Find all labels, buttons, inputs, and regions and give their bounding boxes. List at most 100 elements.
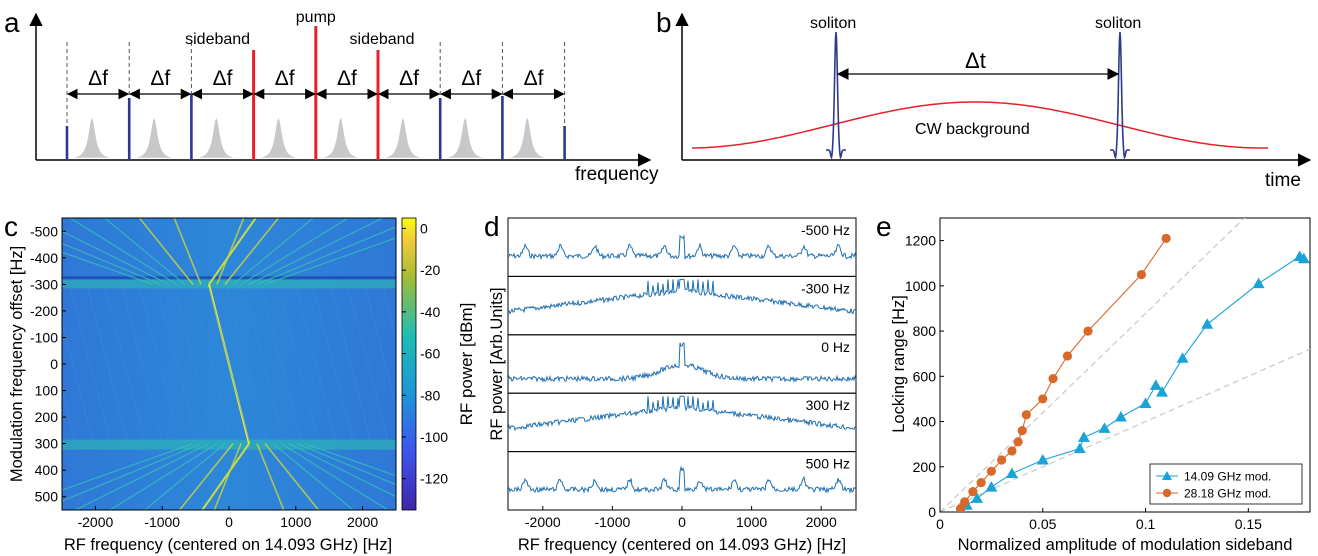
gray-resonance bbox=[447, 118, 484, 158]
sideband-label: sideband bbox=[185, 31, 250, 48]
heatmap-sideband-trace bbox=[248, 218, 383, 285]
heatmap-faint-trace bbox=[86, 286, 128, 442]
colorbar-label: RF power [dBm] bbox=[457, 303, 476, 426]
heatmap-faint-trace bbox=[69, 286, 111, 442]
heatmap-sideband-trace bbox=[138, 218, 194, 285]
heatmap-band bbox=[62, 439, 396, 450]
e-marker-triangle bbox=[985, 481, 998, 492]
gray-resonance bbox=[322, 118, 359, 158]
e-marker-circle bbox=[1013, 437, 1023, 447]
e-marker-triangle bbox=[1077, 431, 1090, 442]
heatmap-trace bbox=[207, 284, 251, 444]
heatmap-sideband-trace bbox=[272, 443, 354, 510]
heatmap-faint-trace bbox=[104, 286, 146, 442]
d-xtick-label: 2000 bbox=[806, 514, 837, 530]
c-ytick-label: -100 bbox=[30, 329, 58, 345]
e-marker-circle bbox=[1062, 351, 1073, 361]
heatmap-sideband-trace bbox=[240, 218, 349, 285]
sideband-label: sideband bbox=[350, 31, 415, 48]
colorbar-tick-label: 0 bbox=[420, 220, 428, 236]
d-xtick-label: -2000 bbox=[525, 514, 561, 530]
c-ytick-label: -400 bbox=[30, 250, 58, 266]
heatmap-sideband-trace bbox=[216, 218, 245, 285]
e-marker-triangle bbox=[1005, 467, 1018, 479]
panel-d: d -500 Hz -300 Hz 0 Hz 300 Hz 500 Hz -2000 -10… bbox=[484, 211, 857, 554]
c-ytick-label: 500 bbox=[35, 489, 59, 505]
heatmap-sideband-trace bbox=[69, 218, 178, 285]
e-marker-circle bbox=[976, 478, 986, 488]
d-trace bbox=[507, 395, 857, 432]
gray-resonance bbox=[509, 118, 546, 158]
gray-resonance bbox=[384, 118, 421, 158]
e-marker-triangle bbox=[1139, 397, 1152, 408]
c-ytick-label: 200 bbox=[35, 409, 59, 425]
df-label: Δf bbox=[150, 67, 170, 90]
heatmap-faint-trace bbox=[330, 286, 372, 442]
c-ytick-label: -200 bbox=[30, 303, 58, 319]
d-xtick-label: 0 bbox=[678, 514, 686, 530]
heatmap-sideband-trace bbox=[62, 443, 194, 491]
c-xtick-label: -2000 bbox=[77, 514, 113, 530]
d-label-bg bbox=[790, 337, 852, 355]
soliton-pulse-1 bbox=[826, 31, 846, 160]
heatmap-sideband-trace bbox=[104, 218, 186, 285]
d-label-bg bbox=[790, 221, 852, 238]
panel-label-b: b bbox=[656, 7, 672, 38]
colorbar bbox=[401, 217, 417, 511]
df-label: Δf bbox=[213, 67, 233, 90]
df-label: Δf bbox=[461, 67, 481, 90]
d-xlabel: RF frequency (centered on 14.093 GHz) [H… bbox=[518, 536, 846, 554]
a-xlabel: frequency bbox=[575, 164, 659, 185]
heatmap-sideband-trace bbox=[280, 443, 389, 510]
soliton-label-2: soliton bbox=[1095, 15, 1141, 32]
heatmap-faint-trace bbox=[139, 286, 181, 442]
e-marker-triangle bbox=[1156, 386, 1168, 397]
panel-a: a Δf Δf Δf Δf Δf Δf Δf Δf sideband pump sideband f… bbox=[4, 7, 659, 185]
e-xtick-label: 0 bbox=[936, 516, 944, 532]
e-axes-frame bbox=[939, 217, 1311, 513]
heatmap-image bbox=[62, 218, 396, 510]
d-xtick-label: -1000 bbox=[594, 514, 630, 530]
df-label: Δf bbox=[399, 67, 419, 90]
e-marker-triangle bbox=[1297, 252, 1310, 264]
heatmap-sideband-trace bbox=[62, 242, 162, 285]
e-guide-line bbox=[940, 218, 1246, 512]
heatmap-faint-trace bbox=[243, 286, 285, 442]
e-marker-circle bbox=[968, 487, 978, 497]
e-marker-circle bbox=[1038, 394, 1048, 404]
e-marker-triangle bbox=[1176, 352, 1189, 363]
d-trace-label: 300 Hz bbox=[806, 397, 850, 413]
panel-label-c: c bbox=[4, 211, 18, 242]
c-ylabel: Modulation frequency offset [Hz] bbox=[8, 246, 26, 482]
dt-label: Δt bbox=[965, 48, 986, 73]
e-ytick-label: 600 bbox=[913, 368, 937, 384]
heatmap-band bbox=[62, 278, 396, 289]
heatmap-faint-trace bbox=[62, 387, 76, 442]
b-xlabel: time bbox=[1265, 170, 1301, 191]
e-legend-marker bbox=[1162, 488, 1172, 498]
heatmap-trace bbox=[201, 443, 250, 510]
heatmap-faint-trace bbox=[347, 286, 389, 442]
e-marker-circle bbox=[997, 455, 1007, 465]
heatmap-sideband-trace bbox=[224, 218, 280, 285]
c-ytick-label: 100 bbox=[35, 383, 59, 399]
e-ylabel: Locking range [Hz] bbox=[890, 295, 908, 433]
c-xtick-label: 2000 bbox=[347, 514, 378, 530]
d-trace-label: -300 Hz bbox=[801, 280, 850, 296]
e-xtick-label: 0.05 bbox=[1029, 516, 1056, 532]
d-trace bbox=[507, 342, 857, 383]
heatmap-faint-trace bbox=[382, 286, 396, 341]
pump-label: pump bbox=[296, 9, 336, 26]
e-plot-area bbox=[940, 218, 1310, 512]
c-ytick-label: 0 bbox=[50, 356, 58, 372]
heatmap-sideband-trace bbox=[264, 237, 396, 285]
e-marker-circle bbox=[1021, 410, 1031, 420]
heatmap-trace bbox=[208, 218, 257, 285]
heatmap-sideband-trace bbox=[304, 443, 396, 477]
heatmap-sideband-trace bbox=[256, 443, 285, 510]
a-comb-lines: Δf Δf Δf Δf Δf Δf Δf Δf sideband pump sideband bbox=[65, 9, 566, 160]
heatmap-faint-trace bbox=[225, 286, 267, 442]
e-marker-circle bbox=[1048, 373, 1058, 384]
e-marker-circle bbox=[1007, 446, 1017, 456]
e-marker-circle bbox=[1136, 269, 1147, 280]
